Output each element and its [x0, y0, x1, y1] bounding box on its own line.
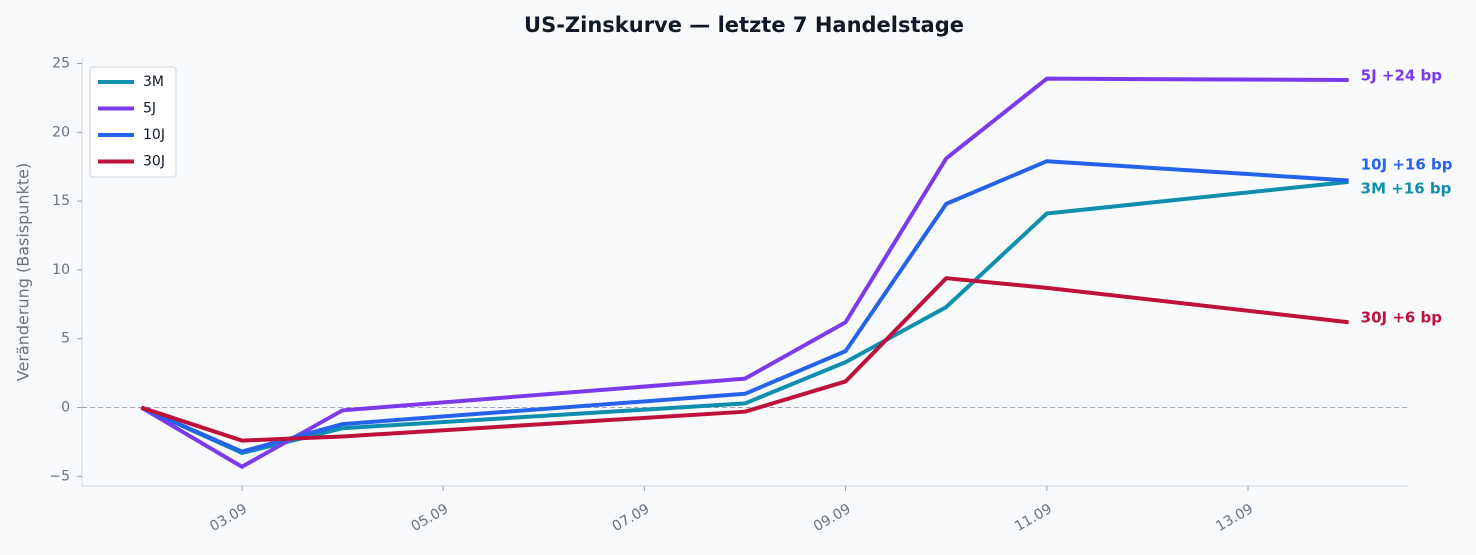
- y-tick-label: 20: [52, 124, 70, 140]
- legend-label: 30J: [143, 154, 165, 170]
- y-tick-label: 10: [52, 262, 70, 278]
- y-tick-label: 25: [52, 56, 70, 72]
- end-label: 30J +6 bp: [1361, 309, 1443, 327]
- y-axis-label: Veränderung (Basispunkte): [14, 163, 33, 381]
- end-label: 10J +16 bp: [1361, 156, 1453, 174]
- y-tick-label: 15: [52, 193, 70, 209]
- line-series: [140, 276, 1349, 443]
- y-tick-label: 0: [61, 400, 70, 416]
- legend-box: [89, 66, 177, 178]
- end-label: 3M +16 bp: [1361, 180, 1452, 198]
- y-tick-label: −5: [49, 468, 70, 484]
- legend-label: 5J: [143, 101, 156, 117]
- end-label: 5J +24 bp: [1361, 67, 1443, 85]
- line-series: [140, 76, 1349, 469]
- line-series: [140, 159, 1349, 454]
- legend-label: 3M: [143, 74, 164, 90]
- y-tick-label: 5: [61, 331, 70, 347]
- chart-title: US-Zinskurve — letzte 7 Handelstage: [524, 13, 964, 37]
- legend-label: 10J: [143, 127, 165, 143]
